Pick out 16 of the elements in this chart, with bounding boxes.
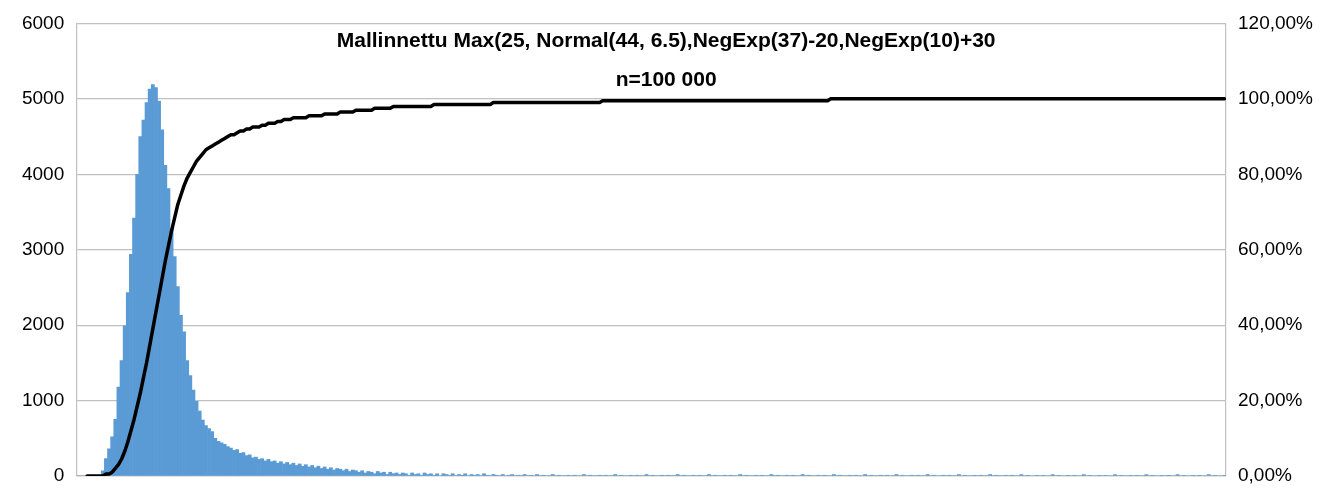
y-tick-label: 5000 [21, 87, 65, 109]
y2-tick-label: 20,00% [1237, 388, 1303, 410]
y-tick-label: 1000 [21, 388, 65, 410]
y2-tick-label: 80,00% [1237, 162, 1303, 184]
y-tick-label: 4000 [21, 162, 65, 184]
y2-tick-label: 40,00% [1237, 313, 1303, 335]
y-tick-label: 6000 [21, 11, 65, 33]
y-tick-label: 0 [53, 464, 65, 486]
y-tick-label: 3000 [21, 237, 65, 259]
y2-tick-label: 0,00% [1237, 464, 1292, 486]
y2-tick-label: 100,00% [1237, 87, 1314, 109]
text: n=100 000 [615, 67, 717, 91]
chart-title: Mallinnettu Max(25, Normal(44, 6.5),NegExp(37)-20,NegExp(10)+30 [336, 28, 996, 52]
y2-tick-label: 60,00% [1237, 237, 1303, 259]
y-tick-label: 2000 [21, 313, 65, 335]
y2-tick-label: 120,00% [1237, 11, 1314, 33]
